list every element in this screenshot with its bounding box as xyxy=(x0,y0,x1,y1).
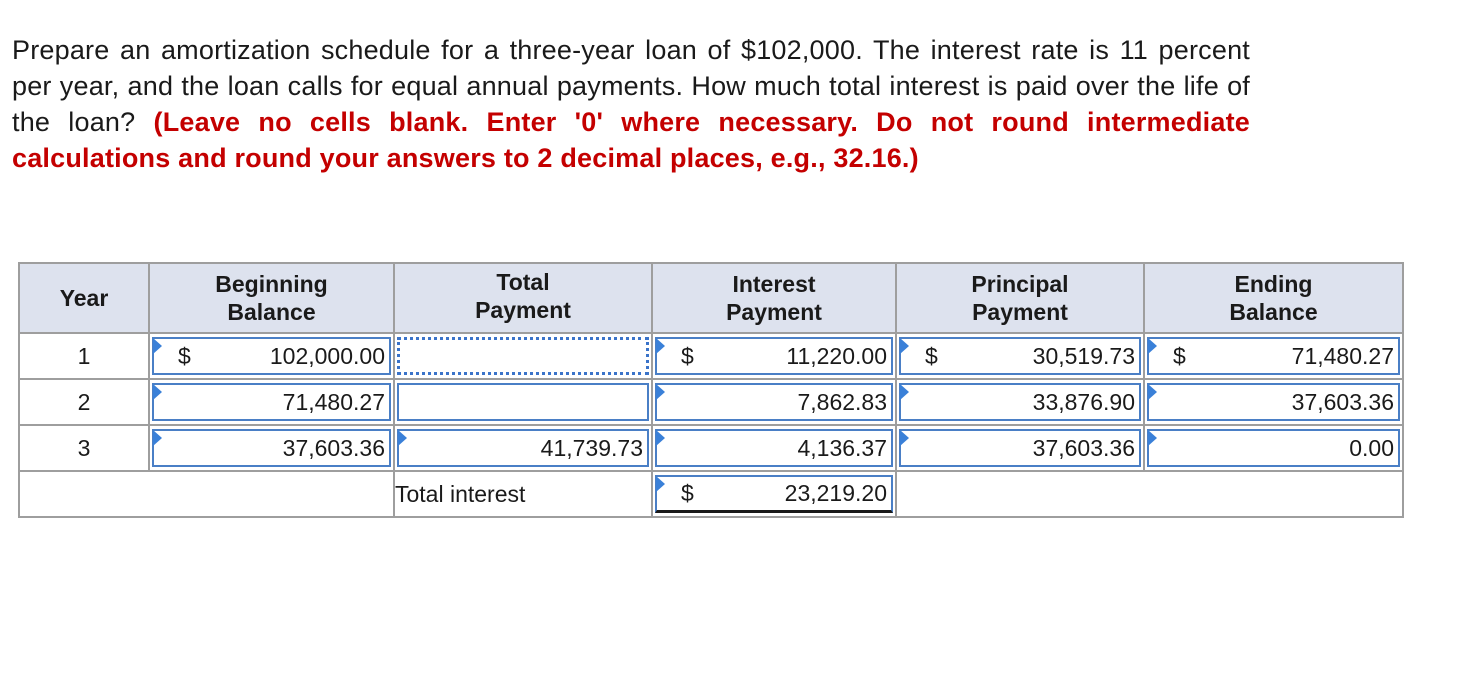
question-instructions: (Leave no cells blank. Enter '0' where n… xyxy=(12,107,1250,173)
header-beginning-balance: Beginning Balance xyxy=(148,262,395,334)
input-flag-icon xyxy=(153,384,162,400)
header-interest-payment: Interest Payment xyxy=(651,262,897,334)
beginning-balance-value: 37,603.36 xyxy=(282,434,385,461)
ending-balance-cell: $ 71,480.27 xyxy=(1143,332,1404,380)
beginning-balance-cell: $ 102,000.00 xyxy=(148,332,395,380)
header-ending-balance-label: Ending Balance xyxy=(1229,271,1318,325)
beginning-balance-value: 102,000.00 xyxy=(269,342,385,369)
interest-payment-input[interactable]: $ 11,220.00 xyxy=(655,337,893,375)
ending-balance-value: 37,603.36 xyxy=(1291,388,1394,415)
interest-payment-value: 11,220.00 xyxy=(786,342,887,369)
amortization-table: Year Beginning Balance Total Payment Int… xyxy=(18,262,1404,518)
input-flag-icon xyxy=(1148,384,1157,400)
question-text: Prepare an amortization schedule for a t… xyxy=(12,32,1250,176)
principal-payment-cell: 37,603.36 xyxy=(895,424,1145,472)
empty-cell xyxy=(895,470,1404,518)
principal-payment-input[interactable]: 33,876.90 xyxy=(899,383,1141,421)
header-total-payment: Total Payment xyxy=(393,262,653,334)
interest-payment-value: 7,862.83 xyxy=(797,388,887,415)
currency-symbol: $ xyxy=(681,342,694,369)
total-payment-input[interactable]: 41,739.73 xyxy=(397,429,649,467)
interest-payment-input[interactable]: 4,136.37 xyxy=(655,429,893,467)
input-flag-icon xyxy=(900,384,909,400)
table-row: 1 $ 102,000.00 $ 11,220.00 xyxy=(18,332,1404,380)
table-header-row: Year Beginning Balance Total Payment Int… xyxy=(18,262,1404,334)
ending-balance-input[interactable]: 37,603.36 xyxy=(1147,383,1400,421)
total-interest-value: 23,219.20 xyxy=(784,480,887,506)
header-interest-payment-label: Interest Payment xyxy=(726,271,822,325)
total-payment-value: 41,739.73 xyxy=(540,434,643,461)
total-interest-label: Total interest xyxy=(393,470,653,518)
total-payment-input[interactable] xyxy=(397,337,649,375)
total-payment-cell xyxy=(393,378,653,426)
ending-balance-value: 71,480.27 xyxy=(1291,342,1394,369)
principal-payment-value: 30,519.73 xyxy=(1032,342,1135,369)
beginning-balance-input[interactable]: 71,480.27 xyxy=(152,383,391,421)
header-principal-payment: Principal Payment xyxy=(895,262,1145,334)
header-principal-payment-label: Principal Payment xyxy=(971,271,1069,325)
interest-payment-cell: 7,862.83 xyxy=(651,378,897,426)
input-flag-icon xyxy=(900,338,909,354)
ending-balance-cell: 37,603.36 xyxy=(1143,378,1404,426)
table-row: 3 37,603.36 41,739.73 4,136.37 xyxy=(18,424,1404,472)
principal-payment-input[interactable]: 37,603.36 xyxy=(899,429,1141,467)
ending-balance-value: 0.00 xyxy=(1349,434,1394,461)
ending-balance-cell: 0.00 xyxy=(1143,424,1404,472)
beginning-balance-value: 71,480.27 xyxy=(282,388,385,415)
principal-payment-input[interactable]: $ 30,519.73 xyxy=(899,337,1141,375)
beginning-balance-input[interactable]: $ 102,000.00 xyxy=(152,337,391,375)
input-flag-icon xyxy=(398,430,407,446)
input-flag-icon xyxy=(1148,338,1157,354)
currency-symbol: $ xyxy=(925,342,938,369)
currency-symbol: $ xyxy=(1173,342,1186,369)
table-row: 2 71,480.27 7,862.83 xyxy=(18,378,1404,426)
input-flag-icon xyxy=(656,476,665,492)
principal-payment-cell: 33,876.90 xyxy=(895,378,1145,426)
beginning-balance-input[interactable]: 37,603.36 xyxy=(152,429,391,467)
input-flag-icon xyxy=(656,430,665,446)
total-interest-cell: $ 23,219.20 xyxy=(651,470,897,518)
header-beginning-balance-label: Beginning Balance xyxy=(215,271,328,325)
input-flag-icon xyxy=(656,338,665,354)
total-payment-cell xyxy=(393,332,653,380)
interest-payment-value: 4,136.37 xyxy=(797,434,887,461)
currency-symbol: $ xyxy=(681,480,694,506)
year-cell: 2 xyxy=(18,378,150,426)
input-flag-icon xyxy=(153,430,162,446)
interest-payment-cell: $ 11,220.00 xyxy=(651,332,897,380)
beginning-balance-cell: 71,480.27 xyxy=(148,378,395,426)
interest-payment-cell: 4,136.37 xyxy=(651,424,897,472)
input-flag-icon xyxy=(656,384,665,400)
ending-balance-input[interactable]: $ 71,480.27 xyxy=(1147,337,1400,375)
header-total-payment-label: Total Payment xyxy=(475,269,571,323)
input-flag-icon xyxy=(153,338,162,354)
header-ending-balance: Ending Balance xyxy=(1143,262,1404,334)
total-interest-input[interactable]: $ 23,219.20 xyxy=(655,475,893,513)
empty-cell xyxy=(18,470,395,518)
principal-payment-value: 37,603.36 xyxy=(1032,434,1135,461)
header-year: Year xyxy=(18,262,150,334)
total-interest-row: Total interest $ 23,219.20 xyxy=(18,470,1404,518)
year-cell: 1 xyxy=(18,332,150,380)
beginning-balance-cell: 37,603.36 xyxy=(148,424,395,472)
input-flag-icon xyxy=(900,430,909,446)
principal-payment-cell: $ 30,519.73 xyxy=(895,332,1145,380)
currency-symbol: $ xyxy=(178,342,191,369)
input-flag-icon xyxy=(1148,430,1157,446)
principal-payment-value: 33,876.90 xyxy=(1032,388,1135,415)
question-body: Prepare an amortization schedule for a t… xyxy=(12,35,1250,137)
total-payment-input[interactable] xyxy=(397,383,649,421)
ending-balance-input[interactable]: 0.00 xyxy=(1147,429,1400,467)
interest-payment-input[interactable]: 7,862.83 xyxy=(655,383,893,421)
total-payment-cell: 41,739.73 xyxy=(393,424,653,472)
year-cell: 3 xyxy=(18,424,150,472)
